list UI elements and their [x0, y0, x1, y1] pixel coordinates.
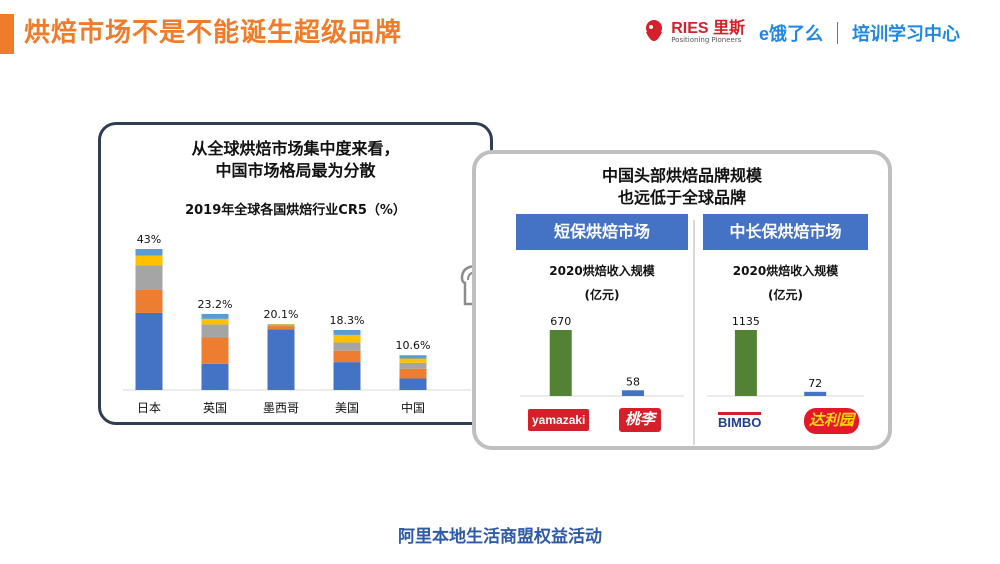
eleme-logo-text: 饿了么 [769, 24, 823, 44]
revenue-value-label: 58 [626, 375, 640, 388]
cr5-bar-segment [333, 329, 361, 335]
revenue-bar [734, 330, 757, 396]
cr5-bar-segment [399, 362, 427, 369]
revenue-value-label: 670 [550, 315, 571, 328]
right-heading-line1: 中国头部烘焙品牌规模 [601, 166, 762, 185]
eleme-logo: e饿了么 [759, 20, 823, 46]
cr5-bar-segment [201, 313, 229, 319]
long-shelf-revenue-chart: 1135 72 [707, 315, 864, 397]
cr5-bar-segment [201, 324, 229, 338]
cr5-bar-segment [135, 265, 163, 290]
ries-logo: RIES 里斯 Positioning Pioneers [641, 18, 745, 48]
cr5-total-label: 10.6% [396, 339, 431, 352]
revenue-bar [621, 390, 644, 396]
revenue-bar [804, 391, 827, 396]
logo-divider [837, 22, 838, 44]
page-title: 烘焙市场不是不能诞生超级品牌 [24, 18, 403, 48]
ries-emblem-icon [646, 20, 663, 41]
left-heading-line1: 从全球烘焙市场集中度来看， [191, 139, 400, 158]
cr5-bar-segment [267, 326, 295, 330]
header-logos: RIES 里斯 Positioning Pioneers e饿了么 培训学习中心 [641, 18, 960, 48]
revenue-value-label: 72 [808, 377, 822, 390]
short-shelf-market-title: 短保烘焙市场 [516, 214, 688, 250]
cr5-total-label: 20.1% [264, 308, 299, 321]
yamazaki-logo-text: yamazaki [532, 413, 586, 427]
cr5-bar-segment [201, 363, 229, 390]
left-heading-line2: 中国市场格局最为分散 [215, 161, 376, 180]
short-revenue-label-line1: 2020烘焙收入规模 [549, 264, 655, 278]
taoli-logo: 桃李 [619, 408, 661, 432]
cr5-bar-segment [399, 358, 427, 363]
title-accent-bar [0, 14, 14, 54]
cr5-total-label: 18.3% [330, 314, 365, 327]
cr5-bar-segment [333, 342, 361, 351]
right-panel: 中国头部烘焙品牌规模 也远低于全球品牌 短保烘焙市场 中长保烘焙市场 2020烘… [472, 150, 892, 450]
cr5-bar-segment [267, 324, 295, 326]
cr5-bar-segment [399, 368, 427, 379]
revenue-bar [549, 330, 572, 396]
short-shelf-revenue-chart: 670 58 [520, 315, 684, 397]
cr5-category-label: 英国 [203, 401, 227, 415]
cr5-bar-segment [399, 355, 427, 359]
cr5-category-label: 墨西哥 [263, 401, 299, 415]
short-revenue-label-line2: (亿元) [584, 288, 620, 302]
taoli-logo-text: 桃李 [624, 411, 655, 428]
cr5-bar-segment [135, 255, 163, 266]
cr5-bar-segment [135, 289, 163, 313]
cr5-bar-segment [201, 337, 229, 364]
left-panel: 从全球烘焙市场集中度来看， 中国市场格局最为分散 2019年全球各国烘焙行业CR… [98, 122, 493, 425]
cr5-bar-segment [333, 334, 361, 343]
cr5-bar-segment [333, 350, 361, 363]
cr5-chart-title: 2019年全球各国烘焙行业CR5（%） [185, 203, 406, 218]
bimbo-logo: BIMBO [718, 412, 762, 430]
cr5-category-label: 中国 [401, 400, 425, 415]
market-divider [693, 220, 695, 445]
cr5-category-label: 日本 [137, 401, 161, 415]
cr5-bar-segment [135, 249, 163, 256]
long-revenue-label-line2: (亿元) [768, 288, 803, 302]
cr5-bar-segment [201, 318, 229, 325]
training-center-text: 培训学习中心 [852, 24, 960, 45]
cr5-total-label: 23.2% [198, 298, 233, 311]
long-shelf-market-title: 中长保烘焙市场 [703, 214, 868, 250]
daliyuan-logo-text: 达利园 [809, 412, 855, 429]
right-heading-line2: 也远低于全球品牌 [617, 188, 746, 207]
cr5-bar-segment [267, 325, 295, 327]
cr5-bar-segment [333, 362, 361, 390]
eleme-e-icon: e [758, 24, 769, 44]
cr5-bar-segment [267, 329, 295, 390]
cr5-stacked-bar-chart: 43% 日本 23.2% 英国 20.1% 墨西哥 18.3% 美国 10.6% 中国 [123, 233, 471, 415]
ries-logo-subtext: Positioning Pioneers [671, 36, 742, 44]
yamazaki-logo: yamazaki [528, 409, 590, 431]
cr5-total-label: 43% [137, 233, 161, 246]
bimbo-logo-text: BIMBO [718, 415, 762, 430]
footer-text: 阿里本地生活商盟权益活动 [398, 527, 602, 547]
cr5-bar-segment [135, 312, 163, 390]
daliyuan-logo: 达利园 [804, 408, 860, 434]
ries-logo-text: RIES 里斯 [671, 20, 745, 37]
cr5-category-label: 美国 [335, 401, 359, 415]
long-revenue-label-line1: 2020烘焙收入规模 [732, 264, 839, 278]
cr5-bar-segment [399, 378, 427, 390]
revenue-value-label: 1135 [732, 315, 760, 328]
